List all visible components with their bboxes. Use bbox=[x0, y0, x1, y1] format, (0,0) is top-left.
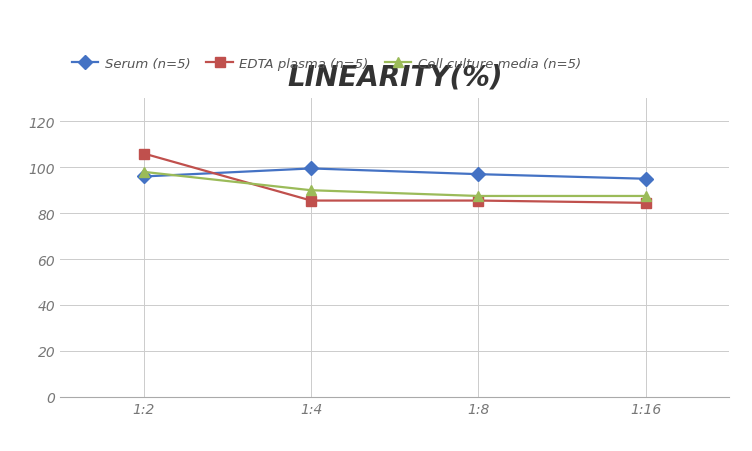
Cell culture media (n=5) bbox=[139, 170, 148, 175]
EDTA plasma (n=5) bbox=[474, 198, 483, 204]
Cell culture media (n=5) bbox=[474, 194, 483, 199]
Cell culture media (n=5) bbox=[307, 188, 316, 193]
Serum (n=5) bbox=[474, 172, 483, 178]
Title: LINEARITY(%): LINEARITY(%) bbox=[287, 64, 502, 92]
Serum (n=5) bbox=[641, 177, 650, 182]
EDTA plasma (n=5) bbox=[641, 201, 650, 206]
Line: Serum (n=5): Serum (n=5) bbox=[139, 164, 650, 184]
Serum (n=5) bbox=[307, 166, 316, 172]
Line: EDTA plasma (n=5): EDTA plasma (n=5) bbox=[139, 149, 650, 208]
Legend: Serum (n=5), EDTA plasma (n=5), Cell culture media (n=5): Serum (n=5), EDTA plasma (n=5), Cell cul… bbox=[67, 52, 586, 76]
Cell culture media (n=5) bbox=[641, 194, 650, 199]
EDTA plasma (n=5) bbox=[307, 198, 316, 204]
Line: Cell culture media (n=5): Cell culture media (n=5) bbox=[139, 168, 650, 202]
Serum (n=5) bbox=[139, 175, 148, 180]
EDTA plasma (n=5) bbox=[139, 152, 148, 157]
